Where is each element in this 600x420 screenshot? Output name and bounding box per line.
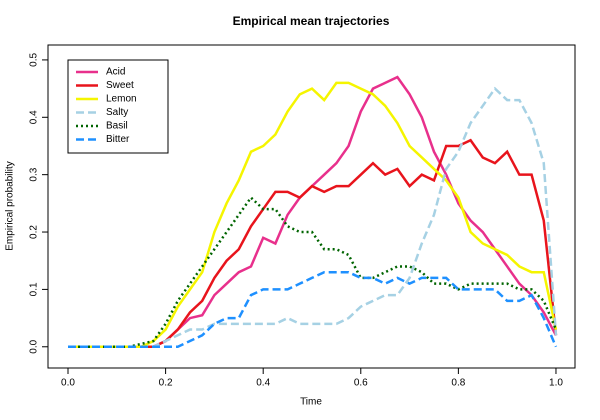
x-tick-label: 0.6 [354, 378, 368, 389]
x-tick-label: 1.0 [549, 378, 563, 389]
legend-label: Bitter [106, 134, 130, 145]
x-axis-label: Time [300, 397, 322, 408]
y-tick-label: 0.4 [29, 110, 40, 124]
series-line [68, 270, 558, 349]
legend-box [67, 59, 169, 154]
legend-label: Sweet [106, 80, 134, 91]
y-tick-label: 0.2 [29, 225, 40, 239]
legend-label: Basil [106, 121, 128, 132]
y-tick-label: 0.0 [29, 339, 40, 353]
y-tick-label: 0.3 [29, 167, 40, 181]
x-tick-label: 0.8 [451, 378, 465, 389]
x-tick-label: 0.0 [61, 378, 75, 389]
legend-label: Lemon [106, 94, 137, 105]
x-tick-label: 0.2 [159, 378, 173, 389]
y-axis-label: Empirical probability [5, 161, 16, 250]
y-tick-label: 0.1 [29, 282, 40, 296]
series-line [68, 138, 558, 349]
y-tick-label: 0.5 [29, 53, 40, 67]
series-line [68, 86, 558, 349]
x-tick-label: 0.4 [256, 378, 270, 389]
legend-label: Salty [106, 107, 128, 118]
chart-title: Empirical mean trajectories [233, 14, 390, 28]
legend-label: Acid [106, 67, 125, 78]
plot-frame [47, 44, 576, 369]
series-line [68, 195, 558, 349]
